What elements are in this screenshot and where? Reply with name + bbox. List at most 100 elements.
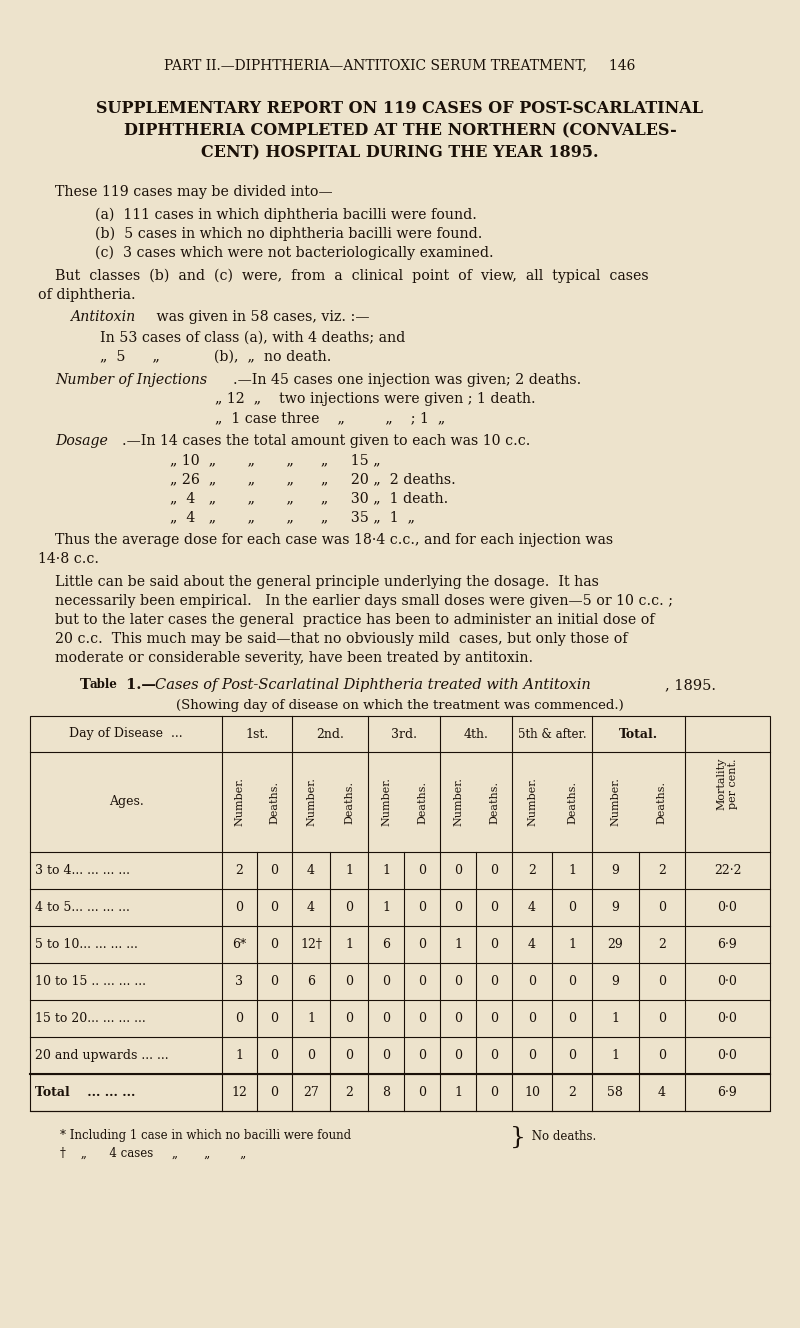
Text: 0: 0 [307, 1049, 315, 1062]
Text: 0: 0 [270, 1012, 278, 1025]
Text: Number.: Number. [453, 778, 463, 826]
Text: 14·8 c.c.: 14·8 c.c. [38, 552, 99, 566]
Text: 2: 2 [345, 1086, 353, 1100]
Text: 5 to 10... ... ... ...: 5 to 10... ... ... ... [35, 938, 138, 951]
Text: 4 to 5... ... ... ...: 4 to 5... ... ... ... [35, 900, 130, 914]
Text: 22·2: 22·2 [714, 865, 742, 876]
Text: Number.: Number. [381, 778, 391, 826]
Text: 0: 0 [345, 900, 353, 914]
Text: But  classes  (b)  and  (c)  were,  from  a  clinical  point  of  view,  all  ty: But classes (b) and (c) were, from a cli… [55, 270, 649, 283]
Text: „ 10  „       „       „      „     15 „: „ 10 „ „ „ „ 15 „ [170, 453, 381, 467]
Text: 4: 4 [307, 900, 315, 914]
Text: 20 and upwards ... ...: 20 and upwards ... ... [35, 1049, 169, 1062]
Text: „  5      „            (b),  „  no death.: „ 5 „ (b), „ no death. [100, 351, 331, 364]
Text: Deaths.: Deaths. [417, 781, 427, 823]
Text: 12: 12 [231, 1086, 247, 1100]
Text: 1: 1 [382, 865, 390, 876]
Text: 2nd.: 2nd. [316, 728, 344, 741]
Text: 0: 0 [658, 1012, 666, 1025]
Text: 0: 0 [418, 1049, 426, 1062]
Text: 1: 1 [307, 1012, 315, 1025]
Text: 0: 0 [382, 1012, 390, 1025]
Text: , 1895.: , 1895. [665, 679, 716, 692]
Text: 1: 1 [568, 865, 576, 876]
Text: 0: 0 [568, 975, 576, 988]
Text: „  4   „       „       „      „     30 „  1 death.: „ 4 „ „ „ „ 30 „ 1 death. [170, 491, 448, 505]
Text: 10: 10 [524, 1086, 540, 1100]
Text: 0·0: 0·0 [718, 975, 738, 988]
Text: Deaths.: Deaths. [489, 781, 499, 823]
Text: 0: 0 [345, 1012, 353, 1025]
Text: 0: 0 [418, 975, 426, 988]
Text: 0: 0 [490, 1086, 498, 1100]
Text: 0: 0 [270, 865, 278, 876]
Text: No deaths.: No deaths. [528, 1130, 596, 1143]
Text: 20 c.c.  This much may be said—that no obviously mild  cases, but only those of: 20 c.c. This much may be said—that no ob… [55, 632, 628, 645]
Text: 0: 0 [528, 1049, 536, 1062]
Text: 0: 0 [382, 1049, 390, 1062]
Text: 58: 58 [607, 1086, 623, 1100]
Text: 0: 0 [490, 1012, 498, 1025]
Text: 1.—: 1.— [121, 679, 156, 692]
Text: PART II.—DIPHTHERIA—ANTITOXIC SERUM TREATMENT,     146: PART II.—DIPHTHERIA—ANTITOXIC SERUM TREA… [164, 58, 636, 72]
Bar [30, 716, 770, 1112]
Text: (b)  5 cases in which no diphtheria bacilli were found.: (b) 5 cases in which no diphtheria bacil… [95, 227, 482, 242]
Text: Deaths.: Deaths. [344, 781, 354, 823]
Text: moderate or considerable severity, have been treated by antitoxin.: moderate or considerable severity, have … [55, 651, 533, 665]
Text: 6: 6 [307, 975, 315, 988]
Text: 0: 0 [418, 865, 426, 876]
Text: Dosage: Dosage [55, 434, 108, 448]
Text: 9: 9 [611, 975, 619, 988]
Text: Thus the average dose for each case was 18·4 c.c., and for each injection was: Thus the average dose for each case was … [55, 533, 613, 547]
Text: Deaths.: Deaths. [567, 781, 577, 823]
Text: DIPHTHERIA COMPLETED AT THE NORTHERN (CONVALES-: DIPHTHERIA COMPLETED AT THE NORTHERN (CO… [124, 122, 676, 139]
Text: 1st.: 1st. [246, 728, 269, 741]
Text: 0: 0 [454, 865, 462, 876]
Text: Number of Injections: Number of Injections [55, 373, 207, 386]
Text: In 53 cases of class (a), with 4 deaths; and: In 53 cases of class (a), with 4 deaths;… [100, 331, 406, 345]
Text: Day of Disease  ...: Day of Disease ... [69, 728, 183, 741]
Text: 4th.: 4th. [463, 728, 489, 741]
Text: 0: 0 [568, 1012, 576, 1025]
Text: 2: 2 [658, 938, 666, 951]
Text: Little can be said about the general principle underlying the dosage.  It has: Little can be said about the general pri… [55, 575, 599, 590]
Text: 0: 0 [658, 1049, 666, 1062]
Text: Antitoxin: Antitoxin [70, 309, 135, 324]
Text: Mortality
per cent.: Mortality per cent. [717, 758, 738, 810]
Text: Total    ... ... ...: Total ... ... ... [35, 1086, 135, 1100]
Text: Deaths.: Deaths. [270, 781, 279, 823]
Text: able: able [90, 679, 118, 691]
Text: 0: 0 [528, 1012, 536, 1025]
Text: .—In 45 cases one injection was given; 2 deaths.: .—In 45 cases one injection was given; 2… [233, 373, 582, 386]
Text: 10 to 15 .. ... ... ...: 10 to 15 .. ... ... ... [35, 975, 146, 988]
Text: 4: 4 [307, 865, 315, 876]
Text: 0·0: 0·0 [718, 1049, 738, 1062]
Text: 2: 2 [235, 865, 243, 876]
Text: 0: 0 [418, 938, 426, 951]
Text: 4: 4 [658, 1086, 666, 1100]
Text: .—In 14 cases the total amount given to each was 10 c.c.: .—In 14 cases the total amount given to … [122, 434, 530, 448]
Text: 0: 0 [270, 1049, 278, 1062]
Text: 3: 3 [235, 975, 243, 988]
Text: 3rd.: 3rd. [391, 728, 417, 741]
Text: * Including 1 case in which no bacilli were found: * Including 1 case in which no bacilli w… [60, 1129, 351, 1142]
Text: 0: 0 [454, 900, 462, 914]
Text: 0: 0 [454, 1049, 462, 1062]
Text: 4: 4 [528, 938, 536, 951]
Text: „  1 case three    „         „    ; 1  „: „ 1 case three „ „ ; 1 „ [215, 410, 446, 425]
Text: 0: 0 [528, 975, 536, 988]
Text: „ 26  „       „       „      „     20 „  2 deaths.: „ 26 „ „ „ „ 20 „ 2 deaths. [170, 471, 456, 486]
Text: 9: 9 [611, 900, 619, 914]
Text: 2: 2 [658, 865, 666, 876]
Text: 0: 0 [490, 938, 498, 951]
Text: 0: 0 [270, 938, 278, 951]
Text: 15 to 20... ... ... ...: 15 to 20... ... ... ... [35, 1012, 146, 1025]
Text: Deaths.: Deaths. [657, 781, 666, 823]
Text: 0: 0 [345, 975, 353, 988]
Text: 12†: 12† [300, 938, 322, 951]
Text: (a)  111 cases in which diphtheria bacilli were found.: (a) 111 cases in which diphtheria bacill… [95, 208, 477, 222]
Text: 4: 4 [528, 900, 536, 914]
Text: 6·9: 6·9 [718, 1086, 738, 1100]
Text: 0: 0 [345, 1049, 353, 1062]
Text: 29: 29 [607, 938, 623, 951]
